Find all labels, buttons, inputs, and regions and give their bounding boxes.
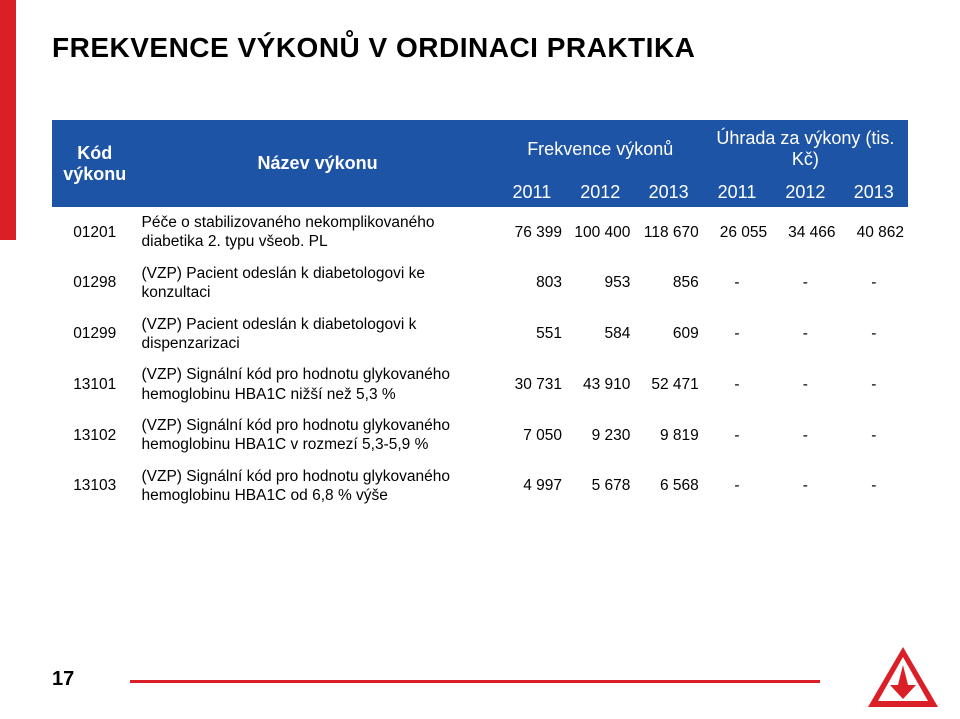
- cell-value: 100 400: [566, 207, 634, 258]
- cell-code: 13103: [52, 461, 138, 512]
- cell-value: -: [840, 461, 908, 512]
- col-header-name: Název výkonu: [138, 120, 498, 207]
- cell-value: -: [771, 410, 839, 461]
- cell-value: -: [703, 359, 771, 410]
- cell-value: 9 230: [566, 410, 634, 461]
- cell-value: 34 466: [771, 207, 839, 258]
- col-header-year: 2013: [634, 178, 702, 207]
- cell-code: 13102: [52, 410, 138, 461]
- cell-value: 953: [566, 258, 634, 309]
- cell-value: -: [771, 359, 839, 410]
- table-body: 01201 Péče o stabilizovaného nekomplikov…: [52, 207, 908, 512]
- col-header-group-freq: Frekvence výkonů: [498, 120, 703, 178]
- cell-name: Péče o stabilizovaného nekomplikovaného …: [138, 207, 498, 258]
- cell-value: 30 731: [498, 359, 566, 410]
- cell-value: 6 568: [634, 461, 702, 512]
- col-header-year: 2012: [771, 178, 839, 207]
- cell-value: 52 471: [634, 359, 702, 410]
- cell-value: -: [771, 258, 839, 309]
- cell-value: 856: [634, 258, 702, 309]
- table-head-row-1: Kód výkonu Název výkonu Frekvence výkonů…: [52, 120, 908, 178]
- cell-value: -: [840, 258, 908, 309]
- cell-name: (VZP) Signální kód pro hodnotu glykované…: [138, 461, 498, 512]
- cell-value: 118 670: [634, 207, 702, 258]
- cell-value: -: [771, 461, 839, 512]
- cell-code: 13101: [52, 359, 138, 410]
- cell-name: (VZP) Pacient odeslán k diabetologovi k …: [138, 309, 498, 360]
- data-table: Kód výkonu Název výkonu Frekvence výkonů…: [52, 120, 908, 512]
- cell-value: 803: [498, 258, 566, 309]
- cell-name: (VZP) Signální kód pro hodnotu glykované…: [138, 359, 498, 410]
- accent-bar-left: [0, 0, 16, 240]
- cell-value: 5 678: [566, 461, 634, 512]
- cell-value: 26 055: [703, 207, 771, 258]
- cell-value: -: [771, 309, 839, 360]
- col-header-group-pay: Úhrada za výkony (tis. Kč): [703, 120, 908, 178]
- page-title: FREKVENCE VÝKONŮ V ORDINACI PRAKTIKA: [52, 32, 695, 64]
- table-row: 01299 (VZP) Pacient odeslán k diabetolog…: [52, 309, 908, 360]
- page-number: 17: [52, 668, 74, 691]
- cell-value: 4 997: [498, 461, 566, 512]
- cell-value: -: [840, 359, 908, 410]
- cell-value: 43 910: [566, 359, 634, 410]
- accent-line-bottom: [130, 680, 820, 683]
- table-row: 13102 (VZP) Signální kód pro hodnotu gly…: [52, 410, 908, 461]
- cell-value: -: [840, 309, 908, 360]
- cell-name: (VZP) Pacient odeslán k diabetologovi ke…: [138, 258, 498, 309]
- data-table-wrap: Kód výkonu Název výkonu Frekvence výkonů…: [52, 120, 908, 512]
- cell-value: -: [703, 461, 771, 512]
- table-head: Kód výkonu Název výkonu Frekvence výkonů…: [52, 120, 908, 207]
- cell-value: -: [703, 258, 771, 309]
- cell-value: 551: [498, 309, 566, 360]
- cell-code: 01298: [52, 258, 138, 309]
- cell-code: 01299: [52, 309, 138, 360]
- col-header-code: Kód výkonu: [52, 120, 138, 207]
- cell-value: 76 399: [498, 207, 566, 258]
- cell-value: 609: [634, 309, 702, 360]
- table-row: 13103 (VZP) Signální kód pro hodnotu gly…: [52, 461, 908, 512]
- col-header-year: 2011: [498, 178, 566, 207]
- cell-value: 7 050: [498, 410, 566, 461]
- cell-value: -: [703, 309, 771, 360]
- cell-code: 01201: [52, 207, 138, 258]
- company-logo-icon: [866, 645, 940, 709]
- col-header-year: 2011: [703, 178, 771, 207]
- col-header-year: 2013: [840, 178, 908, 207]
- slide: FREKVENCE VÝKONŮ V ORDINACI PRAKTIKA Kód…: [0, 0, 960, 719]
- cell-value: 584: [566, 309, 634, 360]
- table-row: 01298 (VZP) Pacient odeslán k diabetolog…: [52, 258, 908, 309]
- cell-value: 9 819: [634, 410, 702, 461]
- cell-value: -: [703, 410, 771, 461]
- col-header-year: 2012: [566, 178, 634, 207]
- cell-name: (VZP) Signální kód pro hodnotu glykované…: [138, 410, 498, 461]
- table-row: 13101 (VZP) Signální kód pro hodnotu gly…: [52, 359, 908, 410]
- cell-value: 40 862: [840, 207, 908, 258]
- table-row: 01201 Péče o stabilizovaného nekomplikov…: [52, 207, 908, 258]
- cell-value: -: [840, 410, 908, 461]
